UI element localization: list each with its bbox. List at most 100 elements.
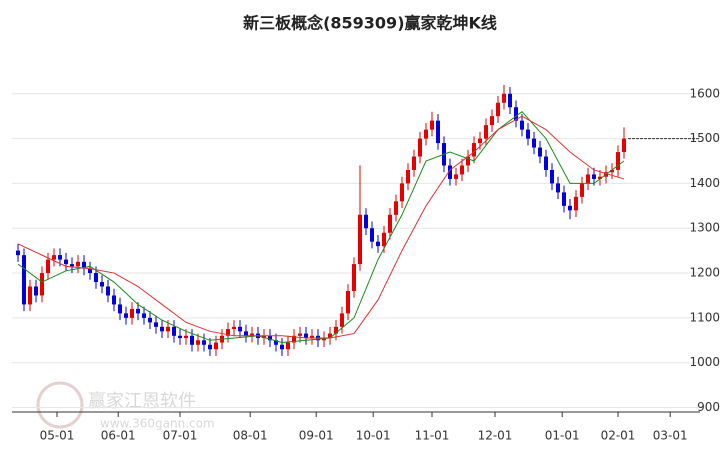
candle-body bbox=[592, 174, 596, 179]
candle-body bbox=[280, 344, 284, 350]
candle-body bbox=[76, 261, 80, 267]
x-tick-label: 02-01 bbox=[601, 429, 636, 443]
candle-body bbox=[196, 340, 200, 345]
candle-body bbox=[460, 165, 464, 175]
candle-body bbox=[418, 138, 422, 157]
candle-body bbox=[88, 268, 92, 274]
candle-body bbox=[268, 335, 272, 341]
candle-body bbox=[622, 138, 626, 153]
candle-body bbox=[532, 138, 536, 148]
candle-body bbox=[586, 174, 590, 184]
candle-body bbox=[46, 259, 50, 274]
candle-body bbox=[262, 335, 266, 339]
candle-body bbox=[520, 120, 524, 130]
candle-body bbox=[298, 333, 302, 336]
candle-body bbox=[406, 169, 410, 184]
candle-body bbox=[394, 201, 398, 215]
candle-body bbox=[424, 129, 428, 139]
candle-body bbox=[274, 340, 278, 345]
candle-body bbox=[550, 169, 554, 184]
candle-body bbox=[184, 335, 188, 339]
candle-body bbox=[580, 183, 584, 197]
x-tick-label: 11-01 bbox=[415, 429, 450, 443]
candle-body bbox=[478, 138, 482, 144]
candle-body bbox=[574, 196, 578, 211]
y-tick-label: 1000 bbox=[689, 355, 720, 369]
candle-body bbox=[526, 129, 530, 139]
y-tick-label: 1400 bbox=[689, 176, 720, 190]
watermark-logo bbox=[36, 381, 84, 429]
candle-body bbox=[454, 174, 458, 179]
x-tick-label: 08-01 bbox=[233, 429, 268, 443]
candle-body bbox=[82, 261, 86, 269]
candle-body bbox=[154, 322, 158, 327]
candle-body bbox=[244, 331, 248, 336]
candle-body bbox=[112, 295, 116, 305]
candle-body bbox=[100, 282, 104, 287]
candle-body bbox=[292, 335, 296, 343]
y-tick-label: 1500 bbox=[689, 131, 720, 145]
candle-body bbox=[610, 169, 614, 173]
candle-body bbox=[16, 250, 20, 256]
x-tick-label: 07-01 bbox=[163, 429, 198, 443]
candle-body bbox=[304, 333, 308, 339]
watermark: 赢家江恩软件 bbox=[88, 390, 196, 412]
candle-body bbox=[568, 205, 572, 211]
candle-body bbox=[208, 344, 212, 350]
candle-body bbox=[136, 308, 140, 314]
candle-body bbox=[64, 259, 68, 265]
candle-body bbox=[412, 156, 416, 170]
candle-body bbox=[598, 176, 602, 179]
candle-body bbox=[94, 273, 98, 283]
candle-body bbox=[148, 317, 152, 323]
x-tick-label: 03-01 bbox=[653, 429, 688, 443]
candle-body bbox=[130, 308, 134, 318]
candle-body bbox=[124, 313, 128, 318]
watermark-url: www.360gann.com bbox=[100, 417, 215, 431]
moving-average bbox=[17, 111, 625, 344]
candle-body bbox=[544, 156, 548, 170]
candle-body bbox=[250, 333, 254, 336]
candle-body bbox=[40, 273, 44, 296]
candle-body bbox=[340, 313, 344, 327]
y-tick-label: 1300 bbox=[689, 221, 720, 235]
x-tick-label: 06-01 bbox=[101, 429, 136, 443]
y-tick-label: 1600 bbox=[689, 86, 720, 100]
candle-body bbox=[22, 255, 26, 305]
candle-body bbox=[502, 93, 506, 103]
y-tick-label: 900 bbox=[697, 400, 720, 414]
candle-body bbox=[334, 326, 338, 334]
candle-body bbox=[508, 93, 512, 108]
candle-body bbox=[58, 255, 62, 260]
candle-body bbox=[436, 120, 440, 144]
x-tick-label: 01-01 bbox=[545, 429, 580, 443]
candle-body bbox=[172, 326, 176, 336]
candle-body bbox=[358, 214, 362, 265]
x-tick-label: 10-01 bbox=[356, 429, 391, 443]
y-tick-label: 1200 bbox=[689, 266, 720, 280]
candle-body bbox=[232, 326, 236, 330]
x-tick-label: 05-01 bbox=[40, 429, 75, 443]
candle-body bbox=[142, 313, 146, 318]
candle-body bbox=[556, 183, 560, 193]
candle-body bbox=[160, 326, 164, 332]
candle-body bbox=[118, 304, 122, 314]
candle-body bbox=[328, 333, 332, 339]
candle-body bbox=[484, 125, 488, 139]
candle-body bbox=[352, 264, 356, 291]
candle-body bbox=[388, 214, 392, 233]
candle-body bbox=[202, 340, 206, 345]
candle-body bbox=[286, 342, 290, 350]
candle-body bbox=[322, 338, 326, 341]
candle-body bbox=[34, 286, 38, 296]
candle-body bbox=[430, 120, 434, 130]
candle-body bbox=[70, 264, 74, 267]
candle-body bbox=[178, 335, 182, 339]
candle-body bbox=[382, 232, 386, 247]
candle-body bbox=[346, 290, 350, 314]
candle-body bbox=[448, 165, 452, 179]
candle-body bbox=[52, 255, 56, 260]
candle-body bbox=[538, 147, 542, 157]
